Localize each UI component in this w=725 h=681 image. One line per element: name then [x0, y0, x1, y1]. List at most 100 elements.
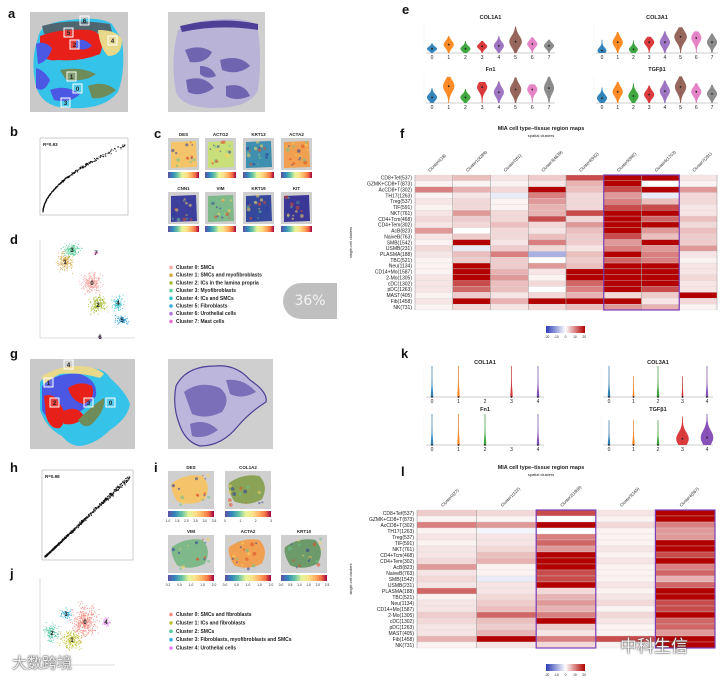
- x-tick-label: 2: [657, 447, 660, 453]
- umap-point: [84, 613, 86, 615]
- umap-point: [69, 644, 71, 646]
- expression-spot: [210, 159, 214, 163]
- expression-spot: [242, 548, 245, 551]
- heatmap-cell: [528, 215, 567, 223]
- umap-point: [82, 630, 84, 632]
- expression-spot: [287, 546, 292, 551]
- expression-spot: [202, 538, 204, 541]
- umap-point: [74, 622, 76, 624]
- scatter-point: [52, 190, 54, 192]
- umap-point: [80, 611, 82, 613]
- umap-point: [93, 299, 95, 301]
- umap-point: [119, 302, 121, 304]
- umap-point: [88, 275, 90, 277]
- umap-point: [91, 614, 93, 616]
- heatmap-ylabel: single-cell clusters: [349, 227, 353, 258]
- heatmap-cell: [452, 268, 491, 275]
- umap-point: [94, 624, 96, 626]
- umap-point: [69, 259, 71, 261]
- umap-point: [66, 609, 68, 611]
- umap-point: [91, 627, 93, 629]
- umap-point: [97, 308, 99, 310]
- scatter-point: [106, 496, 109, 498]
- x-tick-label: 0: [601, 55, 604, 61]
- heatmap-cell: [679, 210, 718, 217]
- heatmap-cell: [416, 563, 477, 571]
- umap-point: [86, 289, 88, 291]
- umap-point: [61, 258, 63, 260]
- umap-point: [72, 254, 74, 256]
- umap-point: [69, 633, 71, 635]
- umap-point: [62, 611, 64, 613]
- umap-point: [69, 614, 71, 616]
- umap-point: [62, 640, 64, 642]
- row-label: GZMK+CD8+T(873): [367, 182, 412, 188]
- umap-point: [116, 304, 118, 306]
- colorbar-tick: 0.5: [234, 583, 239, 587]
- umap-point: [97, 298, 99, 300]
- violin-median: [706, 436, 708, 439]
- he-stained-section-a: [168, 12, 265, 112]
- umap-point: [66, 635, 68, 637]
- heatmap-title: MIA cell type–tissue region maps: [498, 126, 585, 132]
- heatmap-ylabel: single-cell clusters: [349, 563, 353, 594]
- umap-point: [49, 638, 51, 640]
- heatmap-cell: [528, 268, 567, 275]
- umap-point: [103, 304, 105, 306]
- heatmap-cell: [536, 509, 596, 517]
- umap-point: [52, 631, 54, 633]
- expression-spot: [176, 149, 178, 151]
- umap-point: [64, 252, 66, 254]
- umap-point: [64, 263, 66, 265]
- colorbar: [168, 226, 199, 232]
- expression-spot: [185, 201, 188, 205]
- umap-point: [69, 248, 71, 250]
- umap-point: [105, 617, 107, 619]
- umap-point: [52, 628, 54, 630]
- colorbar: [281, 575, 327, 581]
- umap-point: [50, 632, 52, 634]
- violin-median: [514, 88, 517, 91]
- umap-point: [118, 316, 120, 318]
- umap-point: [105, 622, 107, 624]
- scatter-point: [76, 171, 78, 173]
- heatmap-cell: [655, 599, 716, 607]
- legend-swatch: [169, 265, 173, 270]
- x-tick-label: 1: [632, 399, 635, 405]
- row-label: pDC(1263): [388, 287, 413, 293]
- umap-point: [94, 284, 96, 286]
- row-label: cDC(1302): [388, 281, 413, 287]
- scatter-point: [123, 146, 125, 148]
- umap-point: [94, 301, 96, 303]
- umap-point: [87, 632, 89, 634]
- umap-point: [84, 622, 86, 624]
- violin: [644, 36, 655, 53]
- umap-point: [68, 249, 70, 251]
- violin: [536, 414, 540, 445]
- umap-point: [84, 617, 86, 619]
- heatmap-cell: [476, 629, 537, 637]
- umap-point: [57, 252, 59, 254]
- heatmap-cell: [528, 233, 567, 240]
- heatmap-cell: [416, 521, 477, 529]
- umap-point: [96, 306, 98, 308]
- scatter-point: [78, 168, 80, 170]
- umap-point: [87, 279, 89, 281]
- scatter-point: [104, 498, 106, 501]
- expression-spot: [253, 200, 258, 205]
- umap-point: [95, 292, 97, 294]
- umap-point: [74, 618, 76, 620]
- umap-point: [91, 628, 93, 630]
- gene-title: KIT: [293, 186, 301, 191]
- umap-point: [62, 265, 64, 267]
- row-label: 2-Mo(1305): [386, 275, 412, 281]
- scatter-point: [119, 483, 121, 485]
- umap-point: [84, 636, 86, 638]
- umap-point: [96, 289, 98, 291]
- progress-overlay-badge[interactable]: 36%: [283, 283, 337, 319]
- colorbar-tick: 1.5: [200, 583, 205, 587]
- heatmap-cell: [655, 623, 716, 631]
- umap-point: [95, 296, 97, 298]
- expression-spot: [265, 206, 269, 211]
